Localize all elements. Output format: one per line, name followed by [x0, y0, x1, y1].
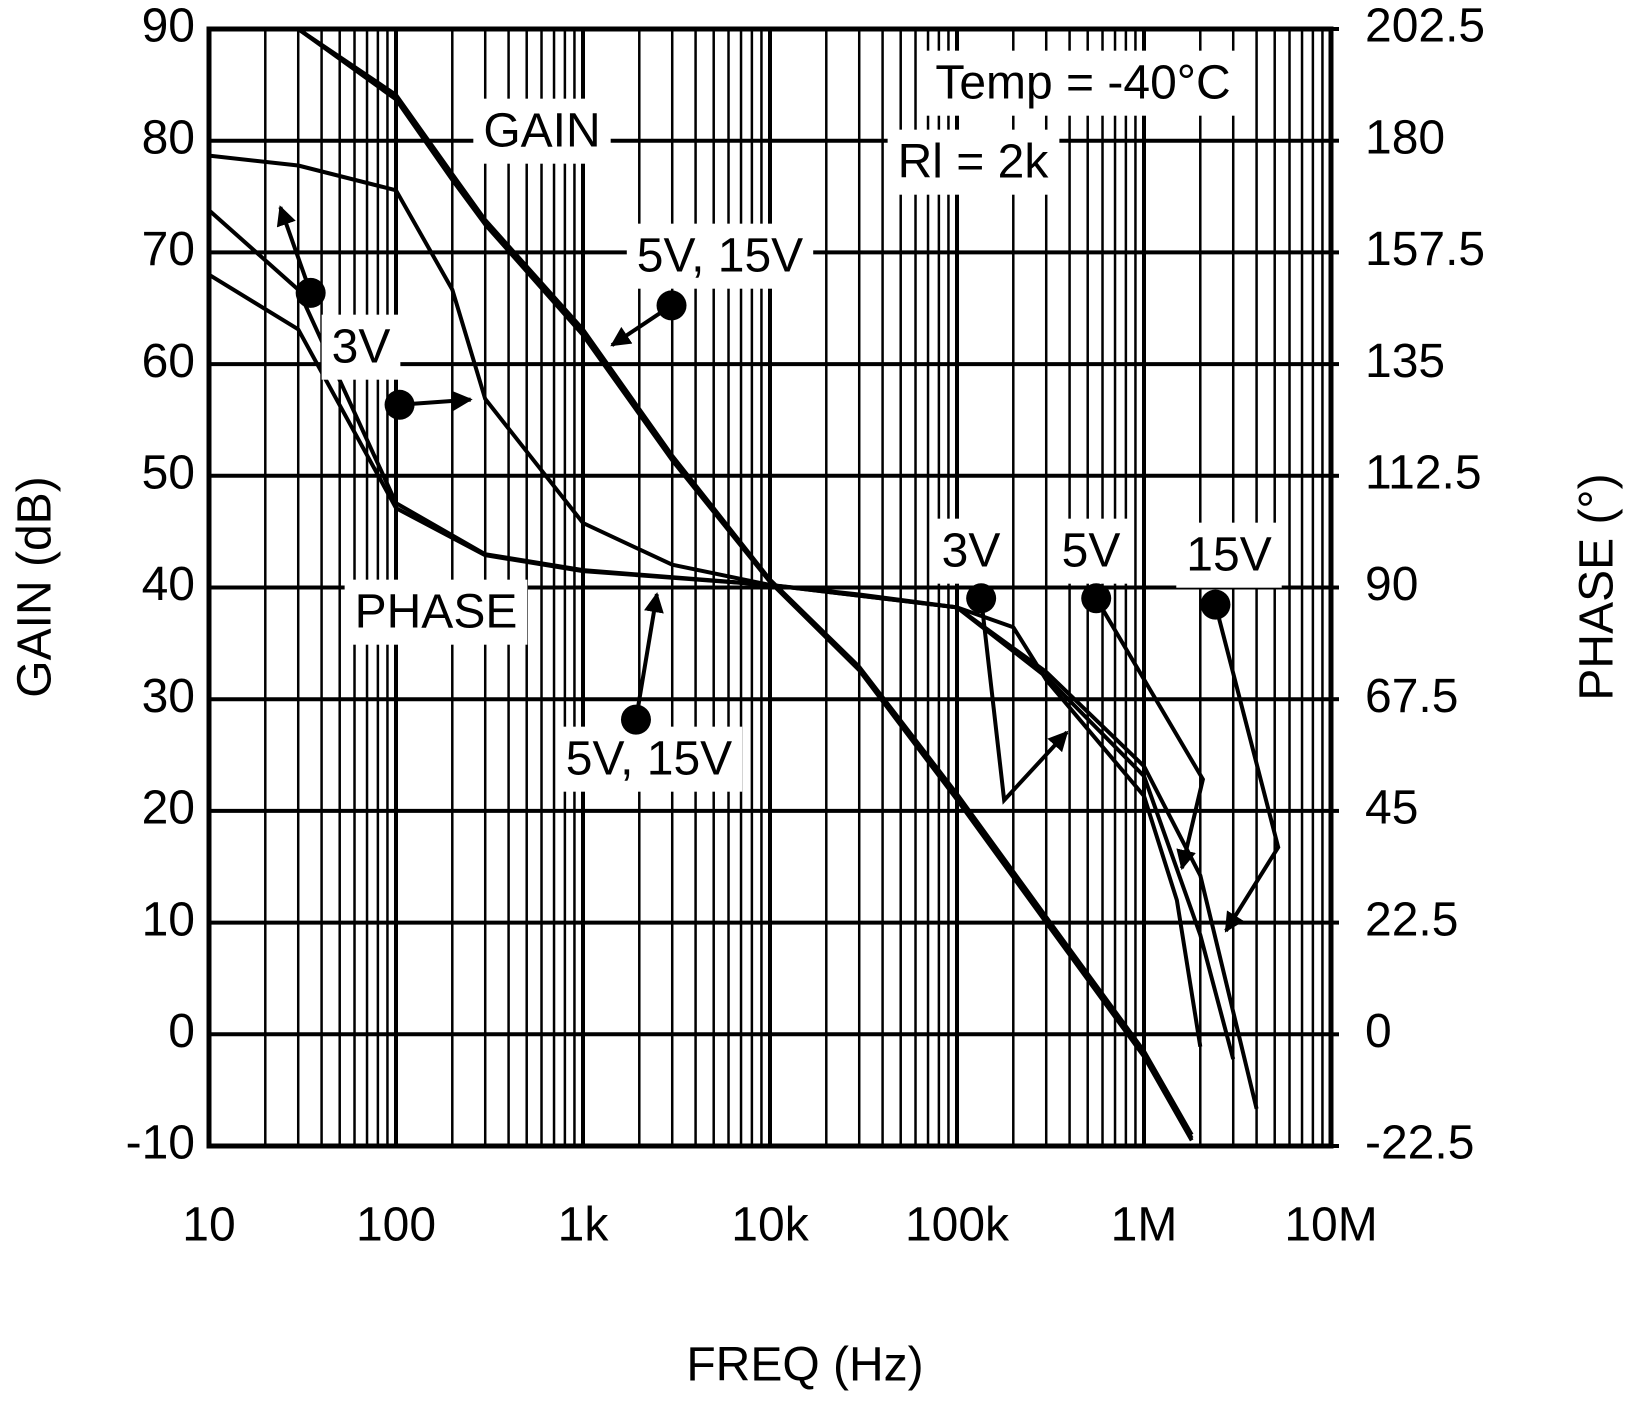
x-tick-label: 10M — [1284, 1199, 1377, 1252]
y-tick-label: 50 — [142, 446, 195, 499]
annotation-background — [626, 223, 814, 289]
x-tick-label: 100 — [356, 1199, 436, 1252]
y2-tick-label: 157.5 — [1365, 223, 1485, 276]
annotation-background — [1176, 522, 1282, 588]
x-tick-label: 10k — [731, 1199, 809, 1252]
annotation-background — [555, 726, 743, 792]
annotation: GAIN — [483, 105, 600, 158]
y-tick-label: 30 — [142, 670, 195, 723]
annotation-background — [931, 518, 1011, 584]
callout-arrow — [1213, 604, 1281, 933]
y2-tick-label: -22.5 — [1365, 1117, 1474, 1170]
y2-tick-label: 135 — [1365, 335, 1445, 388]
annotation: 5V — [1062, 525, 1121, 578]
y2-tick-label: 112.5 — [1365, 446, 1482, 499]
y2-axis-title: PHASE (°) — [1571, 473, 1624, 700]
y-axis-title: GAIN (dB) — [9, 476, 62, 697]
annotation-background — [925, 50, 1241, 116]
callout-dot — [295, 277, 326, 308]
y-tick-label: 70 — [142, 223, 195, 276]
annotation: 3V — [942, 525, 1001, 578]
annotation: Temp = -40°C — [935, 57, 1230, 110]
y-tick-label: 0 — [168, 1005, 195, 1058]
callout-dot — [966, 583, 997, 614]
x-tick-label: 10 — [182, 1199, 235, 1252]
annotation-background — [473, 98, 611, 164]
callout-dot — [1081, 583, 1112, 614]
annotation: 5V, 15V — [637, 230, 803, 283]
phase-line — [207, 272, 1259, 1110]
callout-arrow — [1094, 597, 1206, 871]
callout-arrow — [633, 592, 664, 720]
y-tick-label: 10 — [142, 893, 195, 946]
annotation: Rl = 2k — [898, 136, 1050, 189]
y2-tick-label: 180 — [1365, 111, 1445, 164]
y2-tick-label: 22.5 — [1365, 893, 1458, 946]
y2-tick-label: 45 — [1365, 782, 1418, 835]
x-tick-label: 1M — [1111, 1199, 1178, 1252]
annotation: 3V — [332, 321, 391, 374]
callout-arrow — [979, 598, 1069, 805]
y-tick-label: 60 — [142, 335, 195, 388]
gain-line — [297, 27, 1194, 1136]
callout-dot — [656, 290, 687, 321]
annotation-background — [1051, 518, 1131, 584]
annotation: 5V, 15V — [566, 733, 732, 786]
callout-dot — [384, 389, 415, 420]
y-tick-label: 20 — [142, 782, 195, 835]
annotation-background — [344, 579, 528, 645]
plot-border — [206, 26, 1334, 1149]
annotation-background — [887, 129, 1060, 195]
callout-dot — [1200, 589, 1231, 620]
callout-dot — [620, 704, 651, 735]
y-tick-label: 40 — [142, 558, 195, 611]
annotation: PHASE — [355, 586, 518, 639]
x-tick-label: 100k — [905, 1199, 1010, 1252]
y-tick-label: 80 — [142, 111, 195, 164]
x-axis-title: FREQ (Hz) — [686, 1339, 923, 1392]
annotation: 15V — [1186, 529, 1271, 582]
y2-tick-label: 0 — [1365, 1005, 1392, 1058]
y2-tick-label: 90 — [1365, 558, 1418, 611]
annotation-background — [321, 314, 401, 380]
y-tick-label: 90 — [142, 0, 195, 53]
y2-tick-label: 202.5 — [1365, 0, 1485, 53]
x-tick-label: 1k — [558, 1199, 610, 1252]
y-tick-label: -10 — [126, 1117, 195, 1170]
callout-arrow — [276, 205, 313, 294]
y2-tick-label: 67.5 — [1365, 670, 1458, 723]
